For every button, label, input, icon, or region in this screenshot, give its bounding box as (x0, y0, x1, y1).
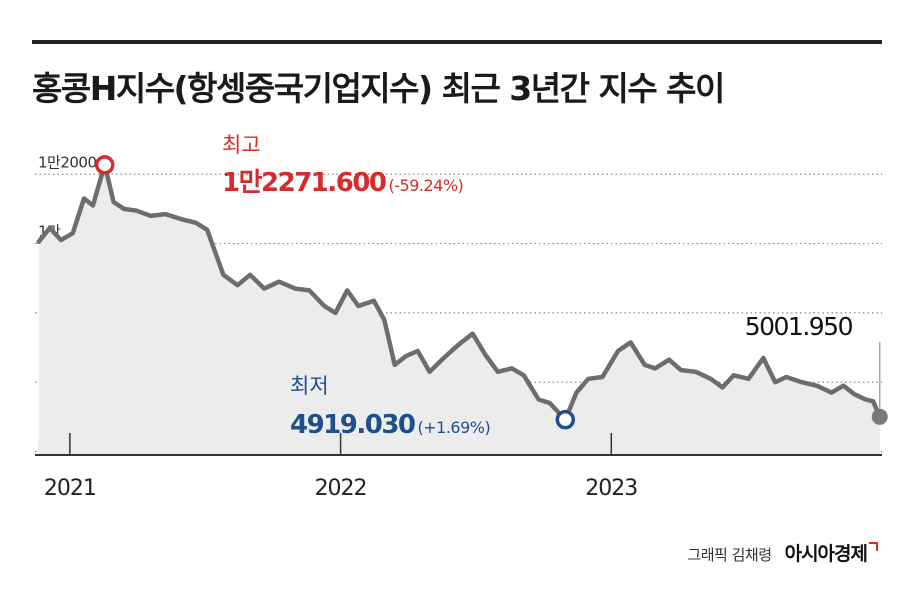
low-point-marker (555, 409, 576, 430)
brand-logo: 아시아경제 (784, 543, 868, 565)
x-axis-ticks: 2021 2022 2023 (44, 433, 638, 501)
high-value-label: 1만2271.600 (-59.24%) (222, 168, 463, 198)
brand-mark-icon (869, 542, 878, 551)
last-point-marker (871, 408, 888, 425)
series-line (36, 162, 883, 422)
y-tick-label: 1만2000 (38, 153, 97, 171)
series-area (38, 164, 880, 456)
high-point-marker (94, 155, 115, 175)
x-tick-label: 2022 (315, 476, 367, 501)
x-tick-label: 2023 (585, 476, 637, 501)
chart-title: 홍콩H지수(항셍중국기업지수) 최근 3년간 지수 추이 (32, 69, 725, 108)
title-top-rule (32, 40, 882, 44)
low-change-label: (+1.69%) (418, 418, 491, 437)
high-change-label: (-59.24%) (389, 176, 464, 195)
x-tick-label: 2021 (44, 476, 96, 501)
low-label: 최저 (290, 374, 329, 398)
high-label: 최고 (222, 133, 261, 157)
graphic-credit: 그래픽 김채령 (687, 546, 772, 564)
footer: 그래픽 김채령 아시아경제 (687, 539, 878, 566)
last-value-label: 5001.950 (745, 312, 853, 341)
